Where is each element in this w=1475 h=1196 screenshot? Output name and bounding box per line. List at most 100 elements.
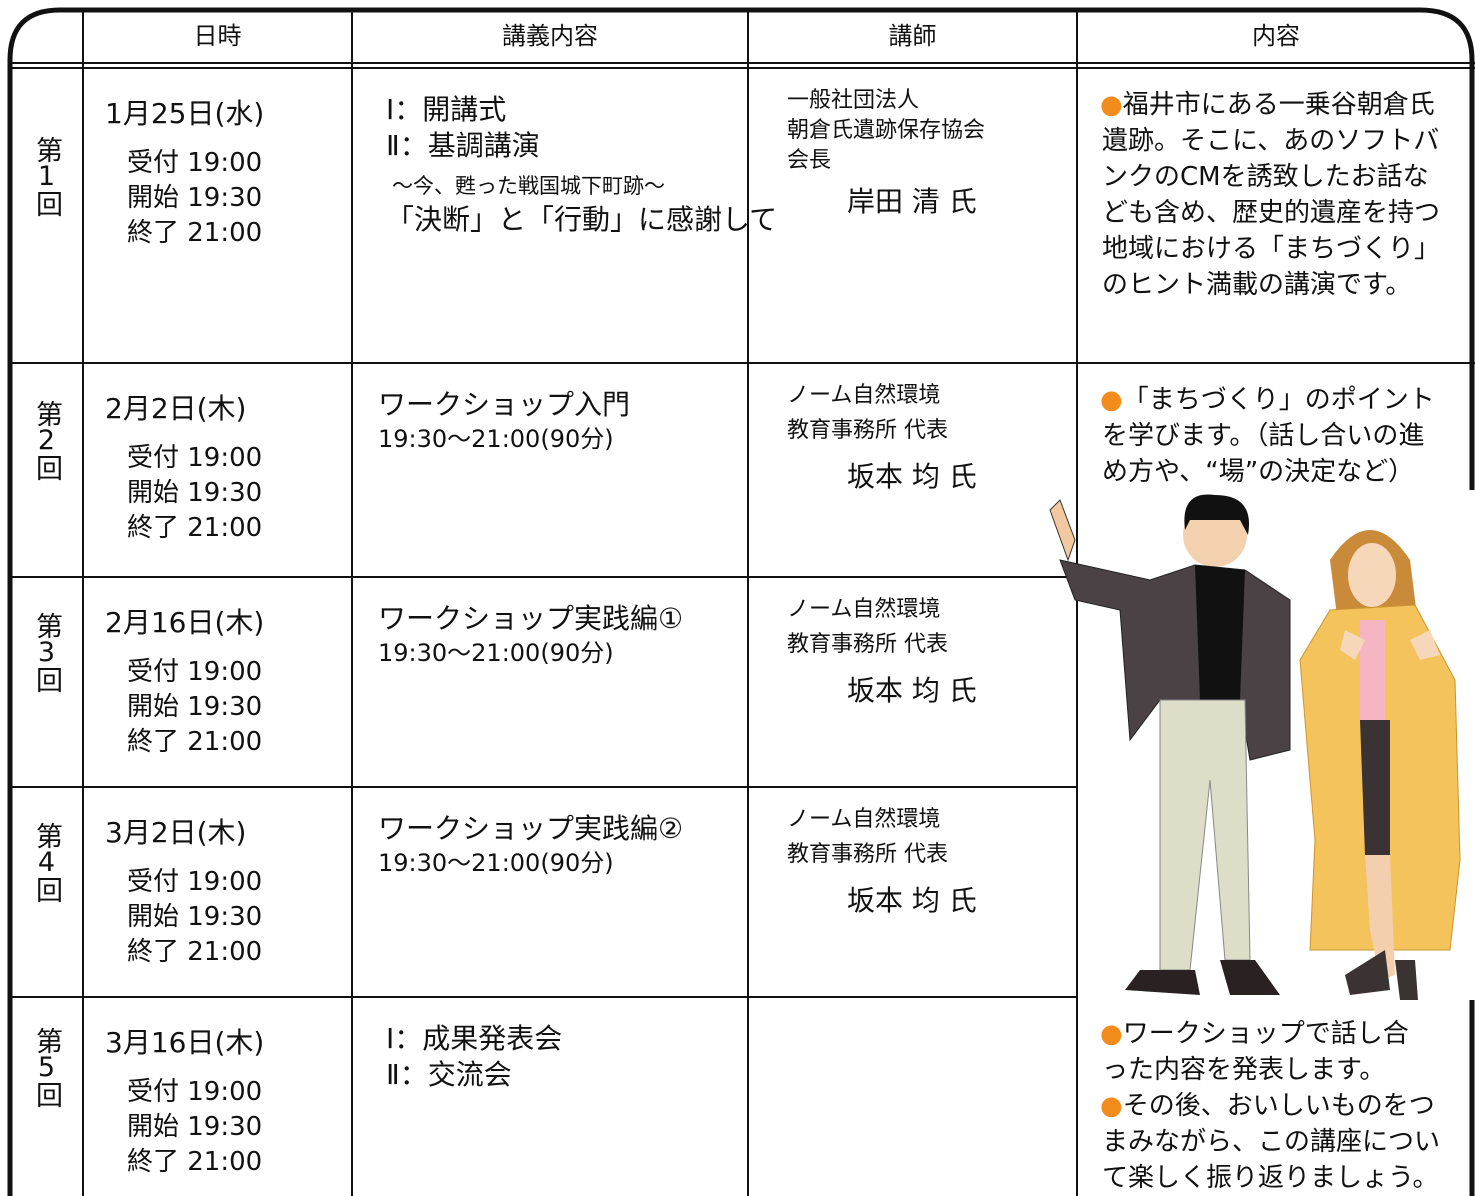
speaker-name-text: 坂本 均 氏: [847, 674, 977, 707]
content-line: 遺跡。そこに、あのソフトバ: [1102, 128, 1439, 154]
speaker-name: 坂本 均 氏: [847, 677, 977, 705]
lecture-line-text: Ⅱ：基調講演: [386, 129, 540, 162]
lecturer-org: ノーム自然環境: [787, 809, 940, 831]
lecture-line: 「決断」と「行動」に感謝して: [386, 206, 777, 234]
time: 開始 19:30: [127, 1114, 262, 1140]
time: 受付 19:00: [127, 659, 262, 685]
content-line-text: 地域における「まちづくり」: [1102, 234, 1441, 264]
lecture-line: 19:30〜21:00(90分): [378, 641, 614, 665]
lecture-line-text: 19:30〜21:00(90分): [378, 425, 614, 453]
header-cell: 講義内容: [352, 24, 748, 48]
lecturer-org: 朝倉氏遺跡保存協会: [787, 120, 985, 142]
header-cell-text: 講義内容: [502, 22, 598, 50]
content-line-text: った内容を発表します。: [1102, 1055, 1386, 1085]
bullet: ●: [1100, 1091, 1123, 1121]
lecture-line-text: ワークショップ入門: [378, 388, 631, 421]
lecture-line-text: 19:30〜21:00(90分): [378, 639, 614, 667]
lecturer-org-text: ノーム自然環境: [787, 597, 941, 622]
lecture-line-text: Ⅰ：開講式: [386, 93, 507, 126]
content-line-text: を学びます。（話し合いの進: [1102, 421, 1425, 451]
header-cell-text: 講師: [888, 22, 937, 50]
time: 終了 21:00: [127, 220, 262, 246]
time-text: 受付 19:00: [127, 148, 263, 178]
content-line: まみながら、この講座につい: [1102, 1129, 1440, 1155]
session-label-text: 第1回: [31, 135, 62, 215]
time-text: 開始 19:30: [127, 478, 263, 508]
content-line: ●「まちづくり」のポイント: [1100, 387, 1435, 413]
time: 開始 19:30: [127, 904, 262, 930]
time: 受付 19:00: [127, 445, 262, 471]
time: 開始 19:30: [127, 480, 262, 506]
content-line-text: て楽しく振り返りましょう。: [1102, 1163, 1439, 1193]
lecture-line-text: ワークショップ実践編①: [378, 602, 684, 635]
lecturer-org: 教育事務所 代表: [787, 844, 948, 866]
header-cell-text: 内容: [1252, 22, 1300, 50]
lecture-line-text: Ⅰ：成果発表会: [386, 1022, 563, 1055]
content-line: ●その後、おいしいものをつ: [1100, 1093, 1435, 1119]
content-line-text: ワークショップで話し合: [1122, 1019, 1409, 1049]
content-line: のヒント満載の講演です。: [1102, 272, 1411, 298]
content-line: 地域における「まちづくり」: [1102, 236, 1440, 262]
lecturer-org-text: 教育事務所 代表: [787, 418, 948, 443]
lecture-line-text: ワークショップ実践編②: [378, 812, 684, 845]
lecture-line: ワークショップ実践編①: [378, 605, 683, 633]
content-line: て楽しく振り返りましょう。: [1102, 1165, 1438, 1191]
content-line-text: 福井市にある一乗谷朝倉氏: [1122, 90, 1435, 120]
speaker-name-text: 坂本 均 氏: [847, 884, 977, 917]
lecture-line-text: Ⅱ：交流会: [386, 1058, 512, 1091]
bullet: ●: [1100, 1019, 1123, 1049]
bullet: ●: [1100, 385, 1123, 415]
content-line: ども含め、歴史的遺産を持つ: [1102, 200, 1440, 226]
time-text: 終了 21:00: [127, 727, 263, 757]
lecture-line: Ⅰ：開講式: [386, 96, 506, 124]
header-cell: 日時: [83, 24, 352, 48]
time-text: 終了 21:00: [127, 937, 263, 967]
lecturer-org-text: 教育事務所 代表: [787, 842, 948, 867]
content-line-text: のヒント満載の講演です。: [1102, 270, 1412, 300]
session-label: 第3回: [31, 612, 62, 691]
lecturer-org-text: 朝倉氏遺跡保存協会: [787, 118, 986, 143]
time-text: 開始 19:30: [127, 183, 263, 213]
session-label-text: 第3回: [31, 612, 62, 691]
time-text: 開始 19:30: [127, 692, 263, 722]
lecturer-org-text: 教育事務所 代表: [787, 632, 948, 657]
session-label: 第1回: [31, 135, 62, 215]
lecturer-org: ノーム自然環境: [787, 599, 940, 621]
time-text: 終了 21:00: [127, 1147, 263, 1177]
date-text: 1月25日(水): [105, 97, 265, 130]
time: 受付 19:00: [127, 869, 262, 895]
header-cell: 講師: [748, 24, 1077, 48]
session-label-text: 第4回: [31, 822, 62, 901]
lecture-line: Ⅱ：基調講演: [386, 132, 540, 160]
header-cell: 内容: [1077, 24, 1475, 48]
lecturer-org: 一般社団法人: [787, 90, 919, 112]
session-label-text: 第5回: [31, 1026, 62, 1106]
date: 1月25日(水): [105, 100, 264, 128]
content-line-text: 遺跡。そこに、あのソフトバ: [1102, 126, 1440, 156]
time: 終了 21:00: [127, 939, 262, 965]
bullet: ●: [1100, 90, 1123, 120]
lecturer-org-text: ノーム自然環境: [787, 383, 941, 408]
content-line: ンクのCMを誘致したお話な: [1102, 164, 1429, 190]
time-text: 開始 19:30: [127, 902, 263, 932]
date-text: 2月16日(木): [105, 606, 265, 639]
session-label-text: 第2回: [31, 400, 62, 479]
lecturer-org-text: ノーム自然環境: [787, 807, 941, 832]
date-text: 3月16日(木): [105, 1026, 265, 1059]
lecture-line: ワークショップ入門: [378, 391, 630, 419]
time-text: 受付 19:00: [127, 1077, 263, 1107]
lecturer-org: ノーム自然環境: [787, 385, 940, 407]
content-line: を学びます。（話し合いの進: [1102, 423, 1424, 449]
date: 2月16日(木): [105, 609, 264, 637]
speaker-name: 岸田 清 氏: [847, 188, 977, 216]
time: 終了 21:00: [127, 729, 262, 755]
lecture-line: Ⅰ：成果発表会: [386, 1025, 562, 1053]
date: 3月16日(木): [105, 1029, 264, 1057]
lecture-line-text: 「決断」と「行動」に感謝して: [386, 203, 778, 236]
lecture-line: 19:30〜21:00(90分): [378, 427, 614, 451]
session-label: 第5回: [31, 1026, 62, 1106]
session-label: 第4回: [31, 822, 62, 901]
time-text: 開始 19:30: [127, 1112, 263, 1142]
time: 終了 21:00: [127, 515, 262, 541]
